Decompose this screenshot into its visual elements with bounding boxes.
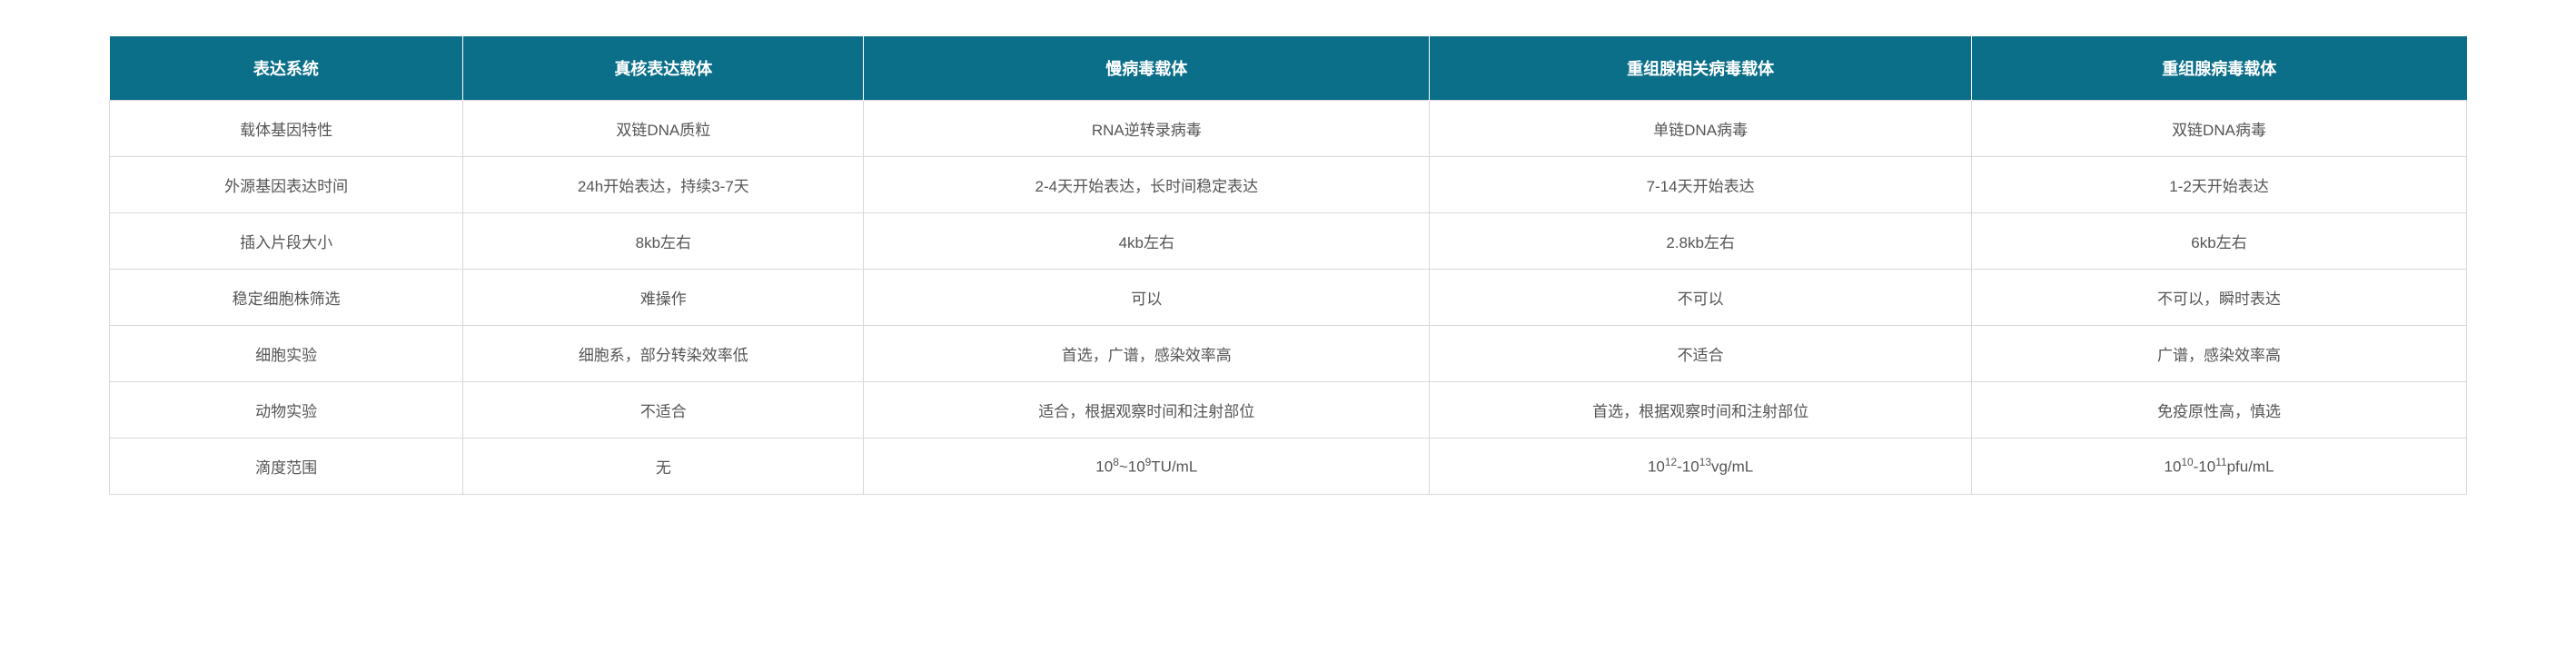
header-col-adenovirus: 重组腺病毒载体 <box>1972 36 2467 101</box>
table-cell: 首选，根据观察时间和注射部位 <box>1430 382 1972 438</box>
table-row: 稳定细胞株筛选 难操作 可以 不可以 不可以，瞬时表达 <box>110 270 2467 326</box>
row-label: 插入片段大小 <box>110 213 463 270</box>
table-cell: 108~109TU/mL <box>864 438 1430 495</box>
table-cell: 24h开始表达，持续3-7天 <box>463 157 864 213</box>
table-cell: 免疫原性高，慎选 <box>1972 382 2467 438</box>
table-cell: 细胞系，部分转染效率低 <box>463 326 864 382</box>
table-cell: 首选，广谱，感染效率高 <box>864 326 1430 382</box>
header-col-aav: 重组腺相关病毒载体 <box>1430 36 1972 101</box>
table-cell: 7-14天开始表达 <box>1430 157 1972 213</box>
table-cell: 不可以，瞬时表达 <box>1972 270 2467 326</box>
table-row: 滴度范围 无 108~109TU/mL 1012-1013vg/mL 1010-… <box>110 438 2467 495</box>
table-row: 细胞实验 细胞系，部分转染效率低 首选，广谱，感染效率高 不适合 广谱，感染效率… <box>110 326 2467 382</box>
row-label: 细胞实验 <box>110 326 463 382</box>
table-cell: 不可以 <box>1430 270 1972 326</box>
table-cell: RNA逆转录病毒 <box>864 101 1430 157</box>
table-cell: 适合，根据观察时间和注射部位 <box>864 382 1430 438</box>
comparison-table: 表达系统 真核表达载体 慢病毒载体 重组腺相关病毒载体 重组腺病毒载体 载体基因… <box>109 36 2467 495</box>
table-body: 载体基因特性 双链DNA质粒 RNA逆转录病毒 单链DNA病毒 双链DNA病毒 … <box>110 101 2467 495</box>
table-cell: 1012-1013vg/mL <box>1430 438 1972 495</box>
table-row: 动物实验 不适合 适合，根据观察时间和注射部位 首选，根据观察时间和注射部位 免… <box>110 382 2467 438</box>
row-label: 滴度范围 <box>110 438 463 495</box>
table-cell: 无 <box>463 438 864 495</box>
table-cell: 4kb左右 <box>864 213 1430 270</box>
row-label: 稳定细胞株筛选 <box>110 270 463 326</box>
table-cell: 1010-1011pfu/mL <box>1972 438 2467 495</box>
row-label: 动物实验 <box>110 382 463 438</box>
table-cell: 可以 <box>864 270 1430 326</box>
table-cell: 不适合 <box>1430 326 1972 382</box>
table-cell: 双链DNA质粒 <box>463 101 864 157</box>
table-cell: 双链DNA病毒 <box>1972 101 2467 157</box>
table-row: 外源基因表达时间 24h开始表达，持续3-7天 2-4天开始表达，长时间稳定表达… <box>110 157 2467 213</box>
table-cell: 6kb左右 <box>1972 213 2467 270</box>
table-header-row: 表达系统 真核表达载体 慢病毒载体 重组腺相关病毒载体 重组腺病毒载体 <box>110 36 2467 101</box>
table-cell: 1-2天开始表达 <box>1972 157 2467 213</box>
header-col-system: 表达系统 <box>110 36 463 101</box>
table-cell: 广谱，感染效率高 <box>1972 326 2467 382</box>
table-cell: 8kb左右 <box>463 213 864 270</box>
row-label: 外源基因表达时间 <box>110 157 463 213</box>
table-row: 插入片段大小 8kb左右 4kb左右 2.8kb左右 6kb左右 <box>110 213 2467 270</box>
table-cell: 单链DNA病毒 <box>1430 101 1972 157</box>
table-cell: 2-4天开始表达，长时间稳定表达 <box>864 157 1430 213</box>
header-col-eukaryotic: 真核表达载体 <box>463 36 864 101</box>
comparison-table-container: 表达系统 真核表达载体 慢病毒载体 重组腺相关病毒载体 重组腺病毒载体 载体基因… <box>109 36 2467 495</box>
table-cell: 2.8kb左右 <box>1430 213 1972 270</box>
table-cell: 不适合 <box>463 382 864 438</box>
row-label: 载体基因特性 <box>110 101 463 157</box>
table-cell: 难操作 <box>463 270 864 326</box>
header-col-lentivirus: 慢病毒载体 <box>864 36 1430 101</box>
table-row: 载体基因特性 双链DNA质粒 RNA逆转录病毒 单链DNA病毒 双链DNA病毒 <box>110 101 2467 157</box>
